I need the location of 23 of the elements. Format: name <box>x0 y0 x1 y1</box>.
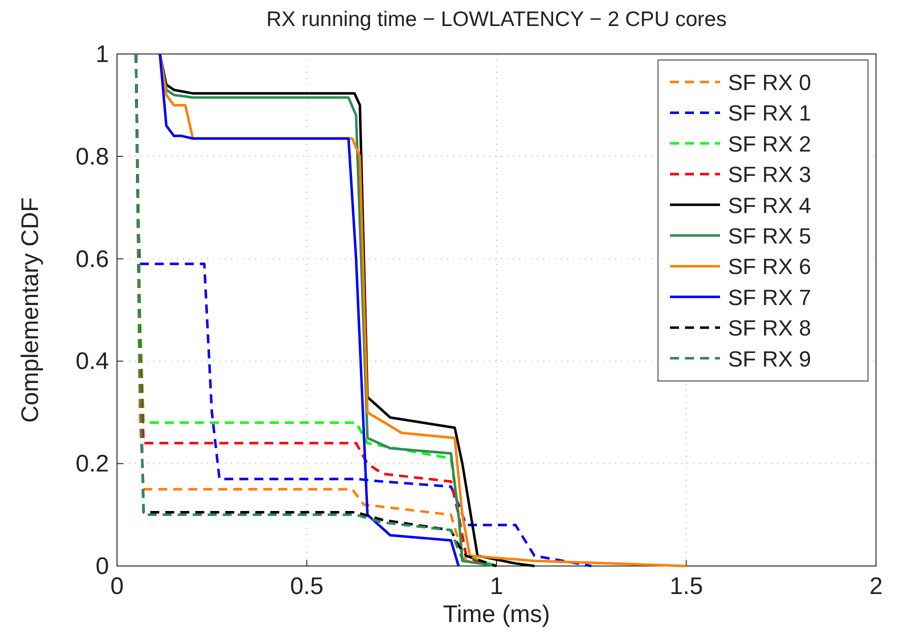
legend-label: SF RX 1 <box>728 100 812 126</box>
y-tick-label: 0.6 <box>76 246 109 273</box>
x-tick-label: 0.5 <box>290 573 324 600</box>
y-axis-title: Complementary CDF <box>17 197 44 423</box>
y-tick-label: 0.4 <box>76 348 109 376</box>
y-tick-label: 0.2 <box>76 450 109 478</box>
legend-label: SF RX 7 <box>728 284 812 310</box>
legend-label: SF RX 3 <box>728 162 812 188</box>
chart-title: RX running time − LOWLATENCY − 2 CPU cores <box>266 8 727 31</box>
x-tick-label: 1 <box>490 573 504 600</box>
legend-label: SF RX 4 <box>728 192 812 218</box>
y-tick-label: 0.8 <box>76 143 109 170</box>
legend-label: SF RX 5 <box>728 224 812 248</box>
y-tick-label: 1 <box>96 41 109 68</box>
legend-label: SF RX 6 <box>728 254 812 280</box>
x-tick-label: 1.5 <box>670 573 703 600</box>
legend-label: SF RX 2 <box>728 131 812 156</box>
legend-label: SF RX 8 <box>728 316 812 341</box>
legend-label: SF RX 9 <box>728 346 812 372</box>
y-tick-label: 0 <box>96 553 109 580</box>
x-axis-title: Time (ms) <box>442 601 550 628</box>
x-tick-label: 2 <box>869 573 883 600</box>
legend-label: SF RX 0 <box>728 70 812 95</box>
